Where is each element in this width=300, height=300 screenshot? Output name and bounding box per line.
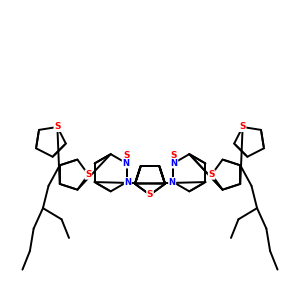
Text: N: N bbox=[171, 159, 178, 168]
Text: S: S bbox=[54, 122, 61, 131]
Text: S: S bbox=[147, 190, 153, 199]
Text: S: S bbox=[124, 151, 130, 160]
Text: S: S bbox=[239, 122, 246, 131]
Text: S: S bbox=[208, 170, 215, 179]
Text: S: S bbox=[170, 151, 176, 160]
Text: N: N bbox=[124, 178, 131, 187]
Text: S: S bbox=[85, 170, 92, 179]
Text: N: N bbox=[122, 159, 129, 168]
Text: N: N bbox=[169, 178, 176, 187]
